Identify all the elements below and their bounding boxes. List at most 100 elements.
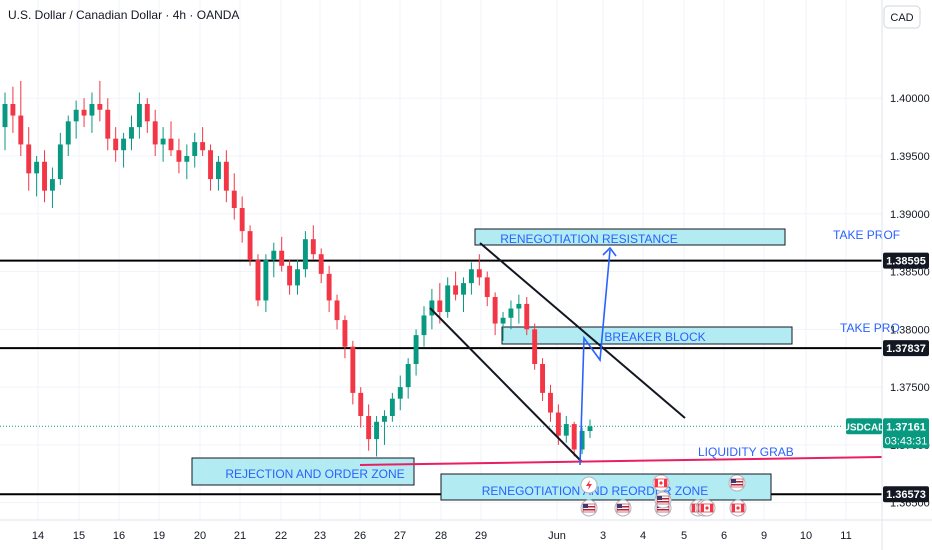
candle[interactable]	[231, 173, 237, 220]
candle[interactable]	[223, 150, 229, 203]
candle[interactable]	[476, 254, 482, 286]
candle[interactable]	[97, 80, 103, 122]
candle[interactable]	[532, 323, 538, 370]
candle[interactable]	[263, 254, 269, 312]
us-flag-icon[interactable]	[614, 499, 632, 517]
candle[interactable]	[279, 236, 285, 272]
candle[interactable]	[10, 86, 16, 133]
candle[interactable]	[255, 254, 261, 307]
canada-flag-icon[interactable]	[652, 474, 670, 492]
candle[interactable]	[105, 98, 111, 151]
candle[interactable]	[144, 98, 150, 133]
liquidity-grab-line[interactable]	[359, 456, 883, 466]
candle[interactable]	[26, 127, 32, 191]
candle[interactable]	[358, 387, 364, 428]
candle[interactable]	[350, 340, 356, 405]
candle[interactable]	[239, 196, 245, 243]
candle-body	[89, 104, 95, 116]
breaker-block-zone[interactable]	[501, 326, 793, 345]
candle[interactable]	[42, 150, 47, 203]
candle[interactable]	[73, 100, 79, 139]
candle-body	[26, 144, 32, 174]
candle[interactable]	[192, 132, 198, 168]
trendline-upper[interactable]	[479, 242, 686, 419]
candle[interactable]	[587, 419, 593, 438]
candle[interactable]	[548, 384, 553, 422]
us-flag-icon[interactable]	[654, 491, 672, 509]
trendline-lower[interactable]	[429, 307, 583, 463]
price-axis[interactable]: 1.40000 1.39500 1.39000 1.38500 1.38000 1.375…	[881, 0, 930, 550]
candle[interactable]	[389, 392, 395, 422]
candle[interactable]	[492, 292, 498, 336]
candle[interactable]	[310, 225, 316, 260]
currency-box[interactable]: CAD	[883, 5, 921, 29]
candle[interactable]	[136, 92, 142, 139]
candle[interactable]	[287, 260, 293, 295]
candle[interactable]	[57, 132, 63, 185]
candle[interactable]	[215, 156, 221, 191]
candle[interactable]	[453, 271, 459, 301]
candle-body	[231, 190, 237, 208]
us-flag-icon[interactable]	[728, 474, 746, 492]
canada-flag-icon[interactable]	[729, 499, 747, 517]
candle[interactable]	[445, 277, 451, 318]
candle[interactable]	[168, 121, 174, 156]
candle[interactable]	[421, 306, 427, 347]
time-axis[interactable]: 14 15 16 19 20 21 22 23 26 27 28 29 Jun 3 4 5 6 9 10 11	[0, 519, 932, 542]
candle[interactable]	[468, 262, 474, 295]
candle[interactable]	[461, 277, 466, 312]
candle[interactable]	[295, 260, 300, 295]
candle[interactable]	[152, 109, 158, 156]
candle[interactable]	[484, 271, 490, 307]
candle[interactable]	[508, 300, 514, 330]
candle[interactable]	[176, 138, 182, 174]
canada-flag-icon[interactable]	[698, 499, 716, 517]
candle[interactable]	[326, 265, 332, 312]
flag-canton	[583, 504, 588, 508]
candle[interactable]	[524, 296, 530, 336]
candle[interactable]	[302, 231, 308, 278]
candle[interactable]	[34, 156, 40, 197]
candle[interactable]	[18, 80, 24, 156]
x-tick-label: 28	[435, 530, 447, 542]
candle[interactable]	[571, 421, 577, 457]
candle[interactable]	[318, 248, 324, 284]
candle[interactable]	[208, 144, 213, 191]
candle[interactable]	[342, 315, 348, 359]
candle[interactable]	[81, 98, 87, 128]
candle[interactable]	[374, 416, 380, 457]
renegotiation-resistance-zone[interactable]	[474, 228, 786, 246]
candle[interactable]	[500, 312, 506, 341]
candle[interactable]	[65, 115, 71, 156]
candle[interactable]	[200, 127, 206, 156]
candle[interactable]	[382, 410, 387, 445]
reorder-zone[interactable]	[440, 473, 772, 501]
projection-path[interactable]	[579, 249, 611, 466]
candle[interactable]	[397, 375, 403, 411]
candle[interactable]	[413, 329, 419, 376]
candle[interactable]	[366, 404, 372, 451]
candle[interactable]	[2, 92, 8, 151]
rejection-order-zone[interactable]	[191, 457, 415, 486]
price-tag: 1.38595	[883, 252, 929, 269]
candle[interactable]	[121, 132, 127, 168]
candle[interactable]	[247, 225, 253, 266]
x-tick-label: 23	[314, 530, 326, 542]
y-tick-label: 1.39500	[890, 151, 930, 163]
candle[interactable]	[184, 144, 190, 180]
lightning-icon[interactable]	[580, 476, 598, 494]
candle[interactable]	[334, 294, 340, 330]
candle[interactable]	[49, 167, 55, 208]
candle[interactable]	[160, 127, 166, 162]
candle[interactable]	[540, 358, 546, 401]
candle[interactable]	[129, 115, 134, 151]
candle[interactable]	[113, 127, 119, 162]
candle[interactable]	[271, 242, 277, 278]
candle[interactable]	[579, 427, 585, 455]
candle[interactable]	[563, 416, 569, 443]
candle[interactable]	[89, 92, 95, 133]
candle[interactable]	[405, 358, 411, 399]
candle[interactable]	[516, 294, 522, 324]
us-flag-icon[interactable]	[580, 499, 598, 517]
